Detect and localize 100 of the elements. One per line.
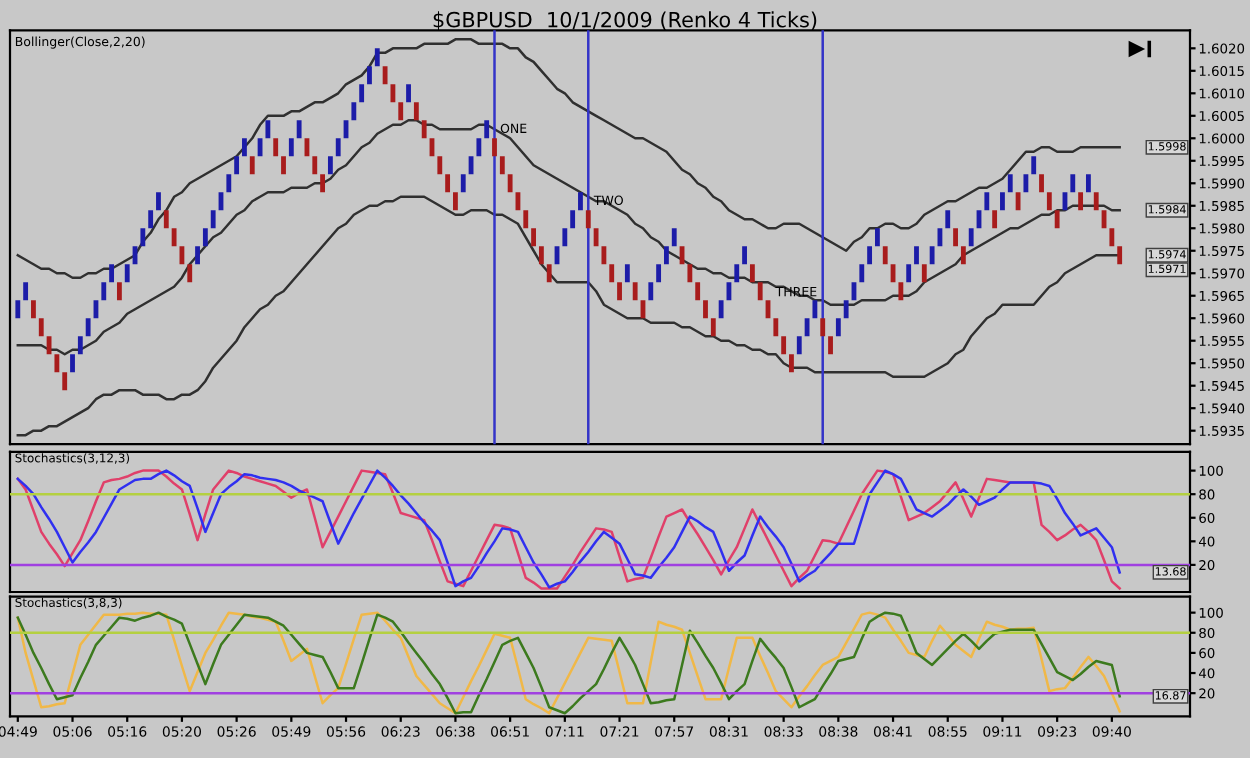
candlestick <box>695 282 701 301</box>
candlestick <box>1046 192 1052 211</box>
candlestick <box>77 336 83 355</box>
candlestick <box>648 282 654 301</box>
candlestick <box>960 246 966 265</box>
candlestick <box>718 300 724 319</box>
candlestick <box>374 48 380 67</box>
candlestick <box>632 282 638 301</box>
candlestick <box>140 228 146 247</box>
candlestick <box>546 264 552 283</box>
candlestick <box>273 138 279 157</box>
candlestick <box>1117 246 1123 265</box>
candlestick <box>1039 174 1044 193</box>
candlestick <box>460 174 466 193</box>
candlestick <box>609 264 615 283</box>
candlestick <box>187 264 193 283</box>
candlestick <box>62 372 68 391</box>
candlestick <box>171 228 177 247</box>
candlestick <box>163 210 169 229</box>
candlestick <box>70 354 75 373</box>
candlestick <box>1054 210 1060 229</box>
candlestick <box>507 174 513 193</box>
candlestick <box>757 282 763 301</box>
candlestick <box>413 102 419 121</box>
candlestick <box>484 120 490 139</box>
candlestick <box>1023 174 1029 193</box>
candlestick <box>773 318 779 337</box>
candlestick <box>820 318 826 337</box>
candlestick <box>335 138 341 157</box>
candlestick <box>312 156 318 175</box>
line-series <box>16 119 1121 356</box>
candlestick <box>296 120 302 139</box>
candlestick <box>38 318 44 337</box>
candlestick <box>23 282 29 301</box>
candlestick <box>898 282 904 301</box>
candlestick <box>882 246 888 265</box>
candlestick <box>406 84 411 103</box>
candlestick <box>320 174 326 193</box>
candlestick <box>1015 192 1021 211</box>
candlestick <box>617 282 622 301</box>
candlestick <box>538 246 544 265</box>
candlestick <box>664 246 669 265</box>
candlestick <box>601 246 607 265</box>
candlestick <box>226 174 232 193</box>
candlestick <box>687 264 693 283</box>
candlestick <box>835 318 841 337</box>
candlestick <box>874 228 880 247</box>
candlestick <box>421 120 427 139</box>
line-series <box>16 195 1121 437</box>
candlestick <box>359 84 365 103</box>
candlestick <box>453 192 458 211</box>
chart-title: $GBPUSD 10/1/2009 (Renko 4 Ticks) <box>433 11 817 31</box>
candlestick <box>1085 174 1091 193</box>
candlestick <box>585 210 591 229</box>
candlestick <box>562 228 568 247</box>
candlestick <box>1070 174 1076 193</box>
candlestick <box>492 138 497 157</box>
candlestick <box>242 138 247 157</box>
candlestick <box>210 210 216 229</box>
candlestick <box>249 156 255 175</box>
candlestick <box>499 156 505 175</box>
candlestick <box>921 264 927 283</box>
candlestick <box>703 300 708 319</box>
candlestick <box>234 156 240 175</box>
candlestick <box>445 174 451 193</box>
candlestick <box>109 264 115 283</box>
candlestick <box>859 264 865 283</box>
candlestick <box>843 300 849 319</box>
candlestick <box>265 120 271 139</box>
candlestick <box>523 210 529 229</box>
candlestick <box>1000 192 1005 211</box>
candlestick <box>789 354 794 373</box>
candlestick <box>570 210 576 229</box>
candlestick <box>812 300 818 319</box>
candlestick <box>914 246 919 265</box>
candlestick <box>1078 192 1084 211</box>
candlestick <box>195 246 200 265</box>
candlestick <box>156 192 161 211</box>
line-series <box>16 611 1121 715</box>
candlestick <box>804 318 810 337</box>
candlestick <box>351 102 357 121</box>
candlestick <box>367 66 372 85</box>
candlestick <box>796 336 802 355</box>
candlestick <box>288 138 294 157</box>
candlestick <box>742 246 747 265</box>
line-series <box>16 38 1121 279</box>
candlestick <box>984 192 990 211</box>
candlestick <box>781 336 787 355</box>
candlestick <box>281 156 286 175</box>
candlestick <box>531 228 536 247</box>
candlestick <box>578 192 583 211</box>
candlestick <box>15 300 21 319</box>
candlestick <box>31 300 36 319</box>
candlestick <box>867 246 873 265</box>
candlestick <box>1031 156 1037 175</box>
candlestick <box>54 354 60 373</box>
candlestick <box>968 228 974 247</box>
candlestick <box>476 138 482 157</box>
candlestick <box>437 156 443 175</box>
candlestick <box>945 210 951 229</box>
